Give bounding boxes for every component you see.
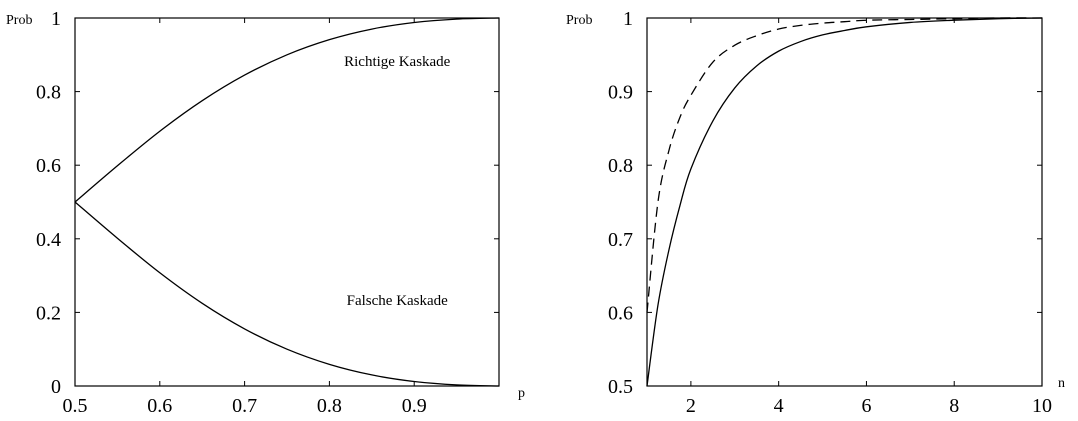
x-tick-label-left: 0.6 [147,395,172,417]
y-tick-label-right: 0.5 [608,376,633,398]
x-tick-label-right: 6 [861,395,871,417]
y-tick-label-right: 0.9 [608,82,633,104]
x-axis-label-right: n [1058,376,1065,391]
y-tick-label-left: 0.4 [36,229,61,251]
chart-panel-right: Prob n 2 4 6 8 10 0.5 0.6 0.7 0.8 0.9 1 [566,8,1065,417]
x-tick-label-left: 0.7 [232,395,257,417]
annotations-left: Richtige Kaskade Falsche Kaskade [344,54,451,309]
series-line-left-0 [74,17,500,203]
y-tick-label-left: 1 [51,8,61,30]
x-tick-label-left: 0.8 [317,395,342,417]
x-tick-label-left: 0.5 [63,395,88,417]
plot-frame-right [646,17,1043,387]
ticks-left: 0.5 0.6 0.7 0.8 0.9 0 0.2 0.4 0.6 0.8 1 [36,8,499,417]
x-tick-label-right: 8 [949,395,959,417]
plot-frame-left [74,17,500,387]
series-line-right-0 [646,17,1043,387]
series-line-right-1 [646,17,1043,313]
chart-panel-left: Prob p 0.5 0.6 0.7 0.8 0.9 0 0.2 0.4 0.6 0.8 1 Ric… [6,8,525,417]
y-axis-label-left: Prob [6,13,32,28]
y-tick-label-right: 0.7 [608,229,633,251]
annotation-left-0: Richtige Kaskade [344,54,451,70]
series-group-left [74,17,500,387]
y-axis-label-right: Prob [566,13,592,28]
y-tick-label-right: 0.8 [608,155,633,177]
ticks-right: 2 4 6 8 10 0.5 0.6 0.7 0.8 0.9 1 [608,8,1052,417]
y-tick-label-left: 0.6 [36,155,61,177]
y-tick-label-right: 1 [623,8,633,30]
annotation-left-1: Falsche Kaskade [347,293,449,309]
series-line-left-1 [74,201,500,387]
x-tick-label-right: 4 [774,395,784,417]
x-tick-label-right: 2 [686,395,696,417]
y-tick-label-left: 0.8 [36,82,61,104]
series-group-right [646,17,1043,387]
x-tick-label-left: 0.9 [402,395,427,417]
x-axis-label-left: p [518,386,525,401]
x-tick-label-right: 10 [1032,395,1052,417]
y-tick-label-right: 0.6 [608,302,633,324]
y-tick-label-left: 0 [51,376,61,398]
y-tick-label-left: 0.2 [36,302,61,324]
